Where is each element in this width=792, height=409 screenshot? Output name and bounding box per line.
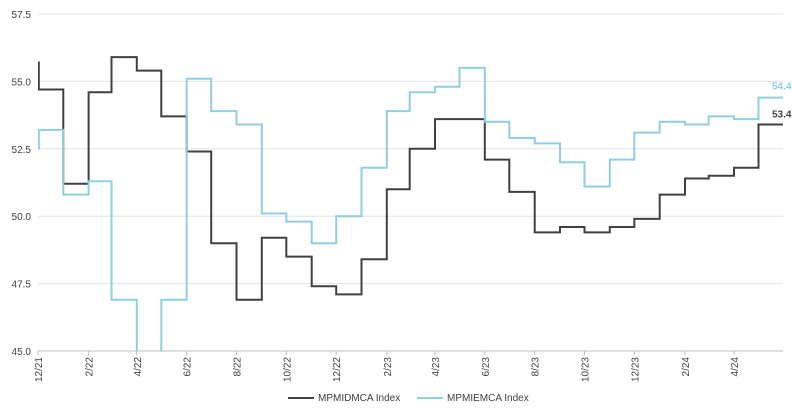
y-tick-label: 50.0 [12, 212, 32, 223]
x-tick-label: 2/24 [681, 357, 692, 377]
x-tick-label: 10/23 [580, 357, 591, 382]
y-tick-label: 57.5 [12, 10, 32, 21]
legend-label: MPMIDMCA Index [318, 393, 400, 404]
x-tick-label: 12/21 [34, 357, 45, 382]
x-tick-label: 4/23 [431, 357, 442, 377]
x-tick-label: 8/23 [531, 357, 542, 377]
x-tick-label: 4/22 [133, 357, 144, 377]
x-tick-label: 2/23 [383, 357, 394, 377]
end-value-label: 54.4 [772, 82, 792, 93]
y-tick-labels: 45.0 47.5 50.0 52.5 55.0 57.5 [12, 10, 32, 358]
x-tick-label: 6/23 [481, 357, 492, 377]
series-line-mpmiemca [38, 66, 783, 351]
y-tick-label: 47.5 [12, 280, 32, 291]
x-tick-label: 12/22 [332, 357, 343, 382]
y-tick-label: 45.0 [12, 347, 32, 358]
y-tick-label: 55.0 [12, 77, 32, 88]
x-tick-label: 2/22 [85, 357, 96, 377]
legend: MPMIDMCA Index MPMIEMCA Index [288, 393, 529, 404]
x-tick-label: 4/24 [730, 357, 741, 377]
axes [37, 350, 783, 355]
end-value-label: 53.4 [772, 110, 792, 121]
x-tick-labels: 12/21 2/22 4/22 6/22 8/22 10/22 12/22 2/23 4/23 6… [34, 357, 741, 382]
x-tick-label: 10/22 [282, 357, 293, 382]
legend-label: MPMIEMCA Index [447, 393, 529, 404]
x-tick-label: 6/22 [183, 357, 194, 377]
x-tick-label: 12/23 [630, 357, 641, 382]
series-line-mpmidmca [38, 56, 783, 301]
x-tick-label: 8/22 [233, 357, 244, 377]
series-lines [38, 56, 783, 351]
y-tick-label: 52.5 [12, 145, 32, 156]
end-labels: 53.4 54.4 [772, 82, 792, 121]
